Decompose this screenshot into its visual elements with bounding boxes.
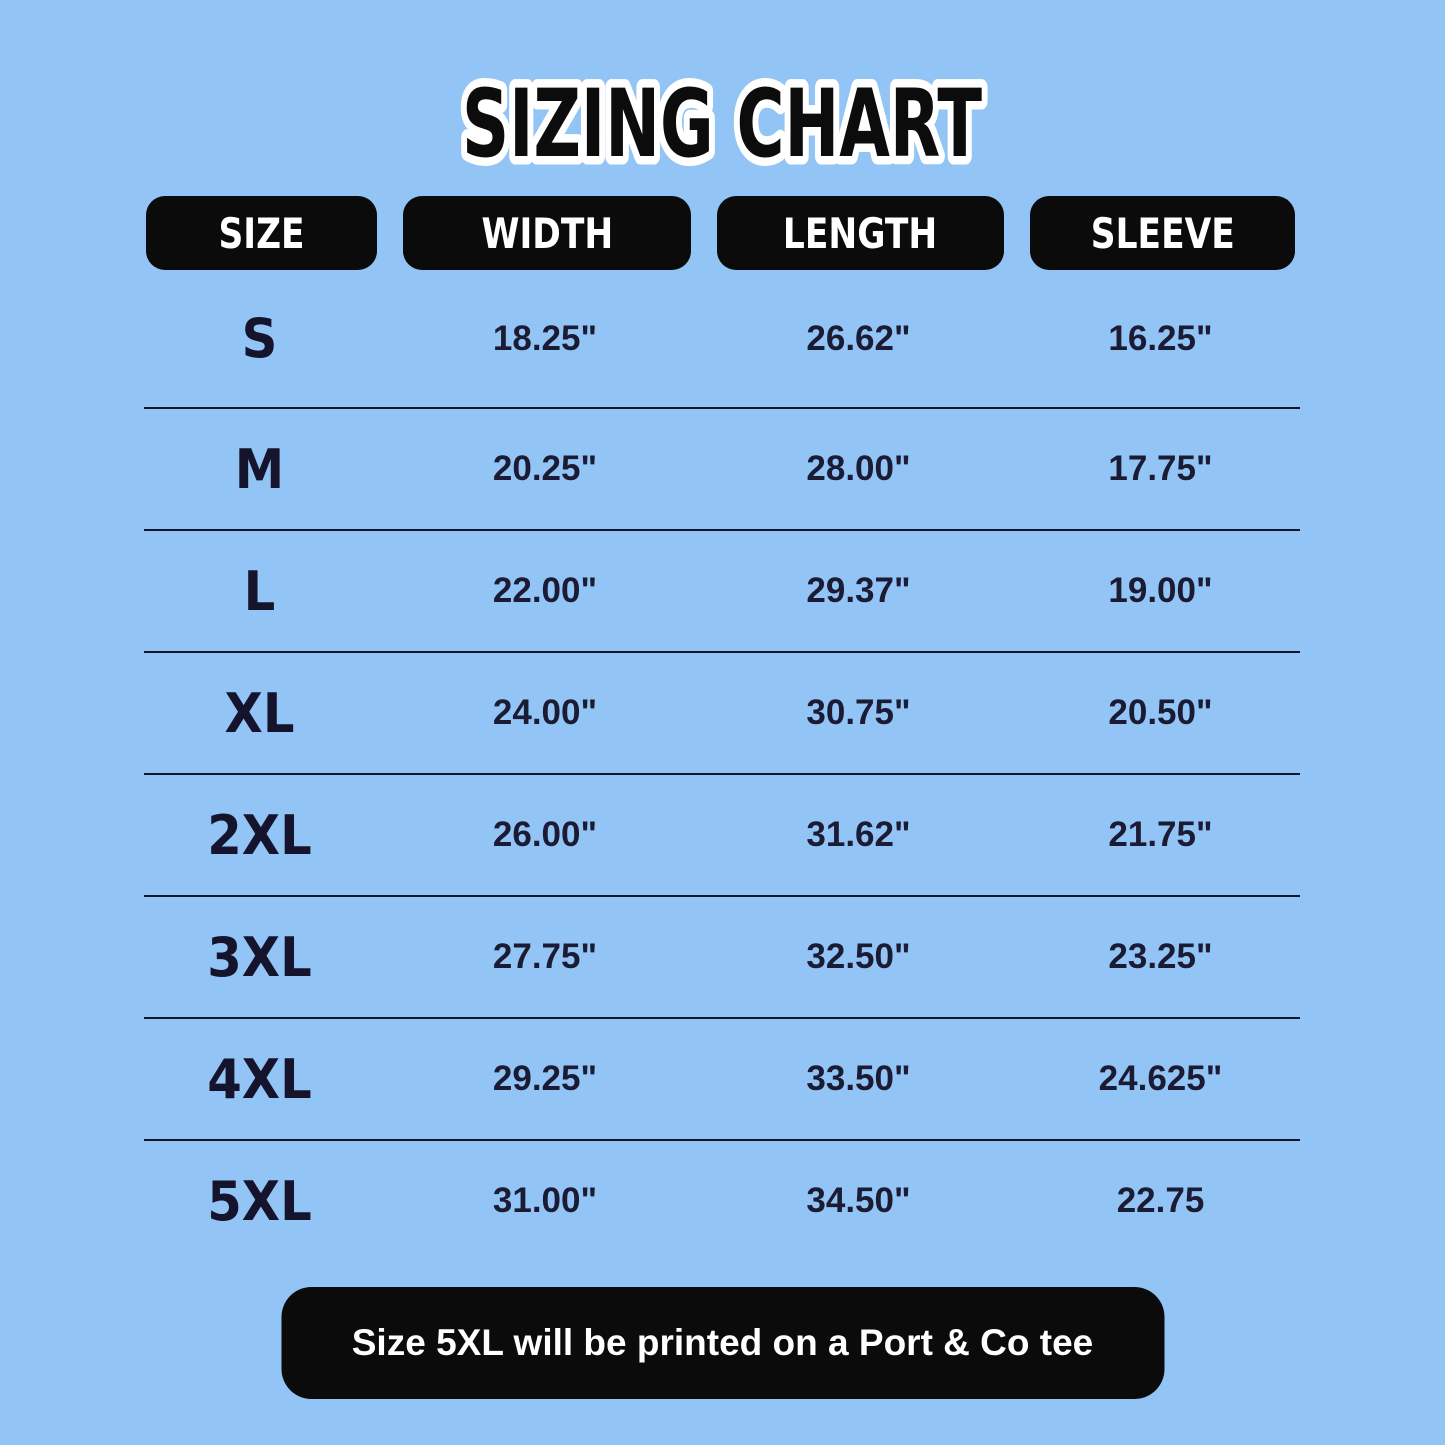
length-value: 32.50" [806,937,911,976]
table-row-5xl: 5XL 31.00" 34.50" 22.75 [144,1141,1300,1261]
table-row-2xl: 2XL 26.00" 31.62" 21.75" [144,775,1300,897]
table-row-m: M 20.25" 28.00" 17.75" [144,409,1300,531]
sleeve-value: 24.625" [1098,1059,1223,1098]
sleeve-value: 22.75 [1116,1181,1205,1220]
sleeve-value: 20.50" [1108,693,1213,732]
column-header-size: SIZE [146,196,377,270]
size-label: L [243,559,276,623]
table-row-4xl: 4XL 29.25" 33.50" 24.625" [144,1019,1300,1141]
table-header-row: SIZE WIDTH LENGTH SLEEVE [146,196,1295,270]
footer-note-banner: Size 5XL will be printed on a Port & Co … [281,1287,1164,1399]
width-value: 31.00" [492,1181,598,1220]
length-value: 28.00" [806,449,911,488]
sleeve-value: 19.00" [1108,571,1213,610]
size-label: XL [224,681,295,745]
size-label: 4XL [207,1047,312,1111]
sleeve-value: 16.25" [1108,318,1213,358]
size-label: 3XL [207,925,312,989]
length-value: 33.50" [806,1059,911,1098]
size-label: 5XL [207,1169,312,1233]
column-header-length-label: LENGTH [783,208,938,258]
width-value: 22.00" [492,571,598,610]
table-row-xl: XL 24.00" 30.75" 20.50" [144,653,1300,775]
sleeve-value: 21.75" [1108,815,1213,854]
length-value: 31.62" [806,815,911,854]
width-value: 27.75" [492,937,598,976]
table-row-l: L 22.00" 29.37" 19.00" [144,531,1300,653]
sleeve-value: 17.75" [1108,449,1213,488]
column-header-width: WIDTH [403,196,691,270]
sleeve-value: 23.25" [1108,937,1213,976]
size-table: S 18.25" 26.62" 16.25" M 20.25" 28.00" 1… [144,270,1300,1261]
width-value: 29.25" [492,1059,598,1098]
size-label: S [241,307,278,370]
table-row-s: S 18.25" 26.62" 16.25" [144,270,1300,409]
width-value: 18.25" [492,318,598,358]
column-header-sleeve: SLEEVE [1030,196,1295,270]
column-header-size-label: SIZE [218,208,305,258]
width-value: 20.25" [492,449,598,488]
length-value: 29.37" [806,571,911,610]
page-title-outline: SIZING CHART [462,70,982,179]
length-value: 30.75" [806,693,911,732]
width-value: 26.00" [492,815,598,854]
table-row-3xl: 3XL 27.75" 32.50" 23.25" [144,897,1300,1019]
page-title-graphic: SIZING CHART SIZING CHART [454,62,991,188]
size-label: 2XL [207,803,312,867]
column-header-length: LENGTH [717,196,1004,270]
page-title: SIZING CHART [462,70,982,179]
length-value: 34.50" [806,1181,911,1220]
column-header-sleeve-label: SLEEVE [1090,208,1235,258]
column-header-width-label: WIDTH [481,208,613,258]
length-value: 26.62" [806,318,911,358]
size-label: M [234,437,285,501]
width-value: 24.00" [492,693,598,732]
footer-note: Size 5XL will be printed on a Port & Co … [351,1322,1094,1363]
